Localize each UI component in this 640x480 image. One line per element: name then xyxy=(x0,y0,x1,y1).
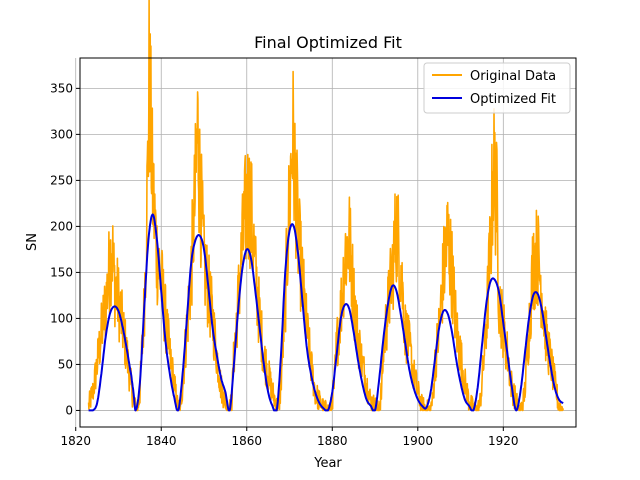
x-tick-label: 1840 xyxy=(146,434,177,448)
x-tick-label: 1920 xyxy=(488,434,519,448)
series-line-optimized-fit xyxy=(88,213,564,412)
x-tick-label: 1820 xyxy=(60,434,91,448)
y-tick-label: 150 xyxy=(50,265,73,279)
legend: Original Data Optimized Fit xyxy=(423,62,571,114)
series-layer xyxy=(87,0,564,412)
y-tick-label: 100 xyxy=(50,311,73,325)
x-tick-label: 1860 xyxy=(231,434,262,448)
y-tick-label: 350 xyxy=(50,81,73,95)
chart-title: Final Optimized Fit xyxy=(254,33,402,52)
y-tick-label: 200 xyxy=(50,219,73,233)
y-tick-label: 0 xyxy=(65,403,73,417)
legend-label-original-data: Original Data xyxy=(470,69,556,84)
y-tick-label: 50 xyxy=(58,357,73,371)
x-tick-label: 1880 xyxy=(317,434,348,448)
series-line-original-data xyxy=(87,0,564,412)
x-axis: 1820 1840 1860 1880 1900 1920 xyxy=(60,427,519,448)
y-axis: 0 50 100 150 200 250 300 350 xyxy=(50,81,80,417)
legend-label-optimized-fit: Optimized Fit xyxy=(470,92,556,107)
x-axis-label: Year xyxy=(313,456,342,471)
y-tick-label: 300 xyxy=(50,127,73,141)
plot-frame xyxy=(79,57,577,428)
y-tick-label: 250 xyxy=(50,173,73,187)
x-tick-label: 1900 xyxy=(403,434,434,448)
y-axis-label: SN xyxy=(25,233,40,251)
